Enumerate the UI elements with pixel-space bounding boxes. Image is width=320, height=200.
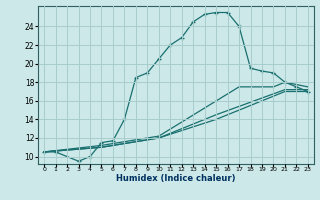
X-axis label: Humidex (Indice chaleur): Humidex (Indice chaleur) [116,174,236,183]
